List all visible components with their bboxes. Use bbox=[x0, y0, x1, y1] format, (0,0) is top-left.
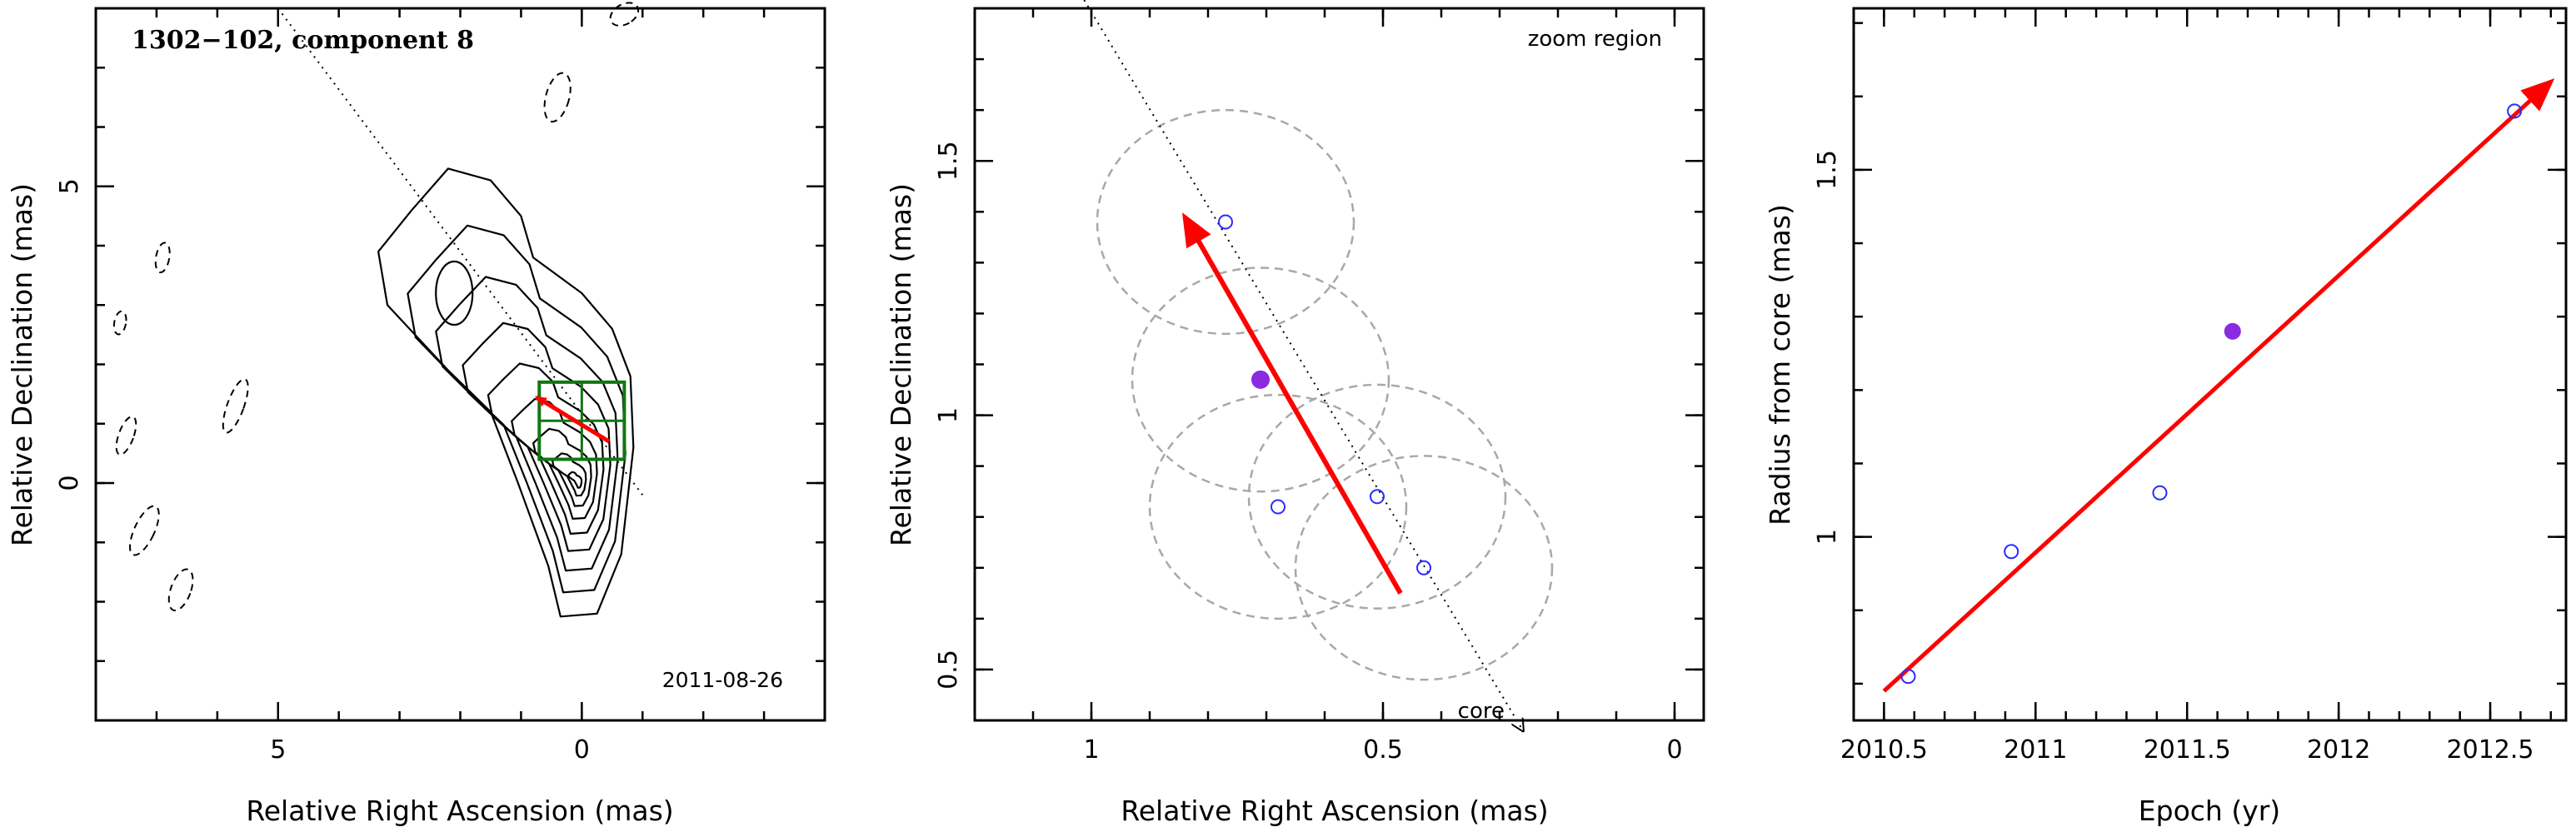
core-label: core bbox=[1458, 699, 1505, 724]
velocity-fit-arrow bbox=[1882, 78, 2555, 693]
plot-frame bbox=[94, 7, 826, 722]
filled-marker bbox=[1251, 370, 1270, 389]
negative-contour bbox=[543, 72, 572, 123]
x-tick-label: 1 bbox=[1083, 735, 1099, 765]
x-tick-label: 2011 bbox=[2004, 735, 2067, 765]
negative-contour bbox=[128, 505, 160, 556]
open-marker bbox=[1271, 499, 1286, 515]
x-tick-label: 2012 bbox=[2307, 735, 2370, 765]
open-marker bbox=[2507, 103, 2523, 119]
y-tick-label: 1 bbox=[1813, 529, 1842, 545]
x-tick-label: 2010.5 bbox=[1840, 735, 1928, 765]
core-direction-line bbox=[1083, 0, 1523, 730]
x-tick-label: 2012.5 bbox=[2447, 735, 2534, 765]
x-tick-label: 2011.5 bbox=[2144, 735, 2231, 765]
x-tick-label: 0 bbox=[574, 735, 590, 765]
zoom-region-label: zoom region bbox=[1528, 27, 1662, 52]
plot-frame bbox=[1852, 7, 2568, 722]
negative-contour bbox=[222, 378, 249, 434]
uncertainty-circle bbox=[1294, 455, 1554, 681]
negative-contours bbox=[112, 2, 640, 612]
axis-ticks: 5 0 0 5 bbox=[55, 8, 825, 765]
y-tick-label: 0.5 bbox=[934, 650, 963, 690]
contour-level bbox=[567, 471, 583, 489]
filled-marker bbox=[2224, 322, 2241, 340]
velocity-arrow bbox=[1182, 212, 1403, 595]
y-axis-label: Relative Declination (mas) bbox=[6, 183, 38, 546]
x-axis-label: Epoch (yr) bbox=[2139, 795, 2280, 827]
uncertainty-circle bbox=[1131, 267, 1390, 493]
x-axis-label: Relative Right Ascension (mas) bbox=[1121, 795, 1548, 827]
zoom-region-panel: 1 0.5 0 0.5 1 1.5 zoom region core Relative R… bbox=[885, 0, 1705, 827]
component-positions bbox=[1218, 214, 1431, 575]
y-tick-label: 0 bbox=[55, 475, 84, 491]
y-tick-label: 1 bbox=[934, 407, 963, 423]
negative-contour bbox=[167, 568, 194, 612]
uncertainty-circle bbox=[1096, 108, 1355, 336]
y-tick-label: 5 bbox=[55, 178, 84, 194]
negative-contour bbox=[115, 416, 137, 456]
epoch-date-label: 2011-08-26 bbox=[662, 668, 783, 692]
plot-frame bbox=[973, 7, 1705, 722]
contour-map-panel: 5 0 0 5 1302−102, component 8 2011-08-26 Re… bbox=[6, 2, 826, 827]
contour-level bbox=[407, 224, 627, 594]
open-marker bbox=[1416, 560, 1431, 575]
x-axis-label: Relative Right Ascension (mas) bbox=[246, 795, 673, 827]
open-marker bbox=[1218, 214, 1233, 230]
open-marker bbox=[2004, 544, 2019, 560]
y-axis-label: Relative Declination (mas) bbox=[885, 183, 917, 546]
open-marker bbox=[1370, 489, 1385, 505]
uncertainty-circle bbox=[1148, 393, 1408, 620]
axis-ticks: 1 0.5 0 0.5 1 1.5 bbox=[934, 8, 1704, 765]
radius-vs-epoch-panel: 2010.5 2011 2011.5 2012 2012.5 1 1.5 Epoch (yr… bbox=[1764, 7, 2568, 827]
x-tick-label: 0.5 bbox=[1363, 735, 1403, 765]
negative-contour bbox=[609, 2, 640, 27]
knot-contour bbox=[435, 260, 474, 326]
y-tick-label: 1.5 bbox=[1813, 150, 1842, 190]
negative-contour bbox=[154, 242, 171, 274]
negative-contour bbox=[112, 310, 127, 336]
contour-level bbox=[377, 167, 635, 618]
y-axis-label: Radius from core (mas) bbox=[1764, 204, 1796, 526]
contour-level bbox=[462, 321, 612, 552]
open-marker bbox=[1900, 669, 1916, 685]
radius-points bbox=[1900, 103, 2523, 685]
uncertainty-circle bbox=[1247, 383, 1507, 610]
panel-title: 1302−102, component 8 bbox=[132, 26, 474, 55]
x-tick-label: 0 bbox=[1666, 735, 1682, 765]
y-tick-label: 1.5 bbox=[934, 141, 963, 181]
uncertainty-circles bbox=[1096, 108, 1554, 681]
open-marker bbox=[2152, 485, 2168, 501]
contour-level bbox=[532, 427, 592, 507]
zoom-box bbox=[537, 380, 627, 461]
axis-ticks: 2010.5 2011 2011.5 2012 2012.5 1 1.5 bbox=[1813, 8, 2566, 765]
jet-contours bbox=[377, 167, 635, 618]
x-tick-label: 5 bbox=[270, 735, 286, 765]
velocity-arrow bbox=[534, 395, 611, 444]
